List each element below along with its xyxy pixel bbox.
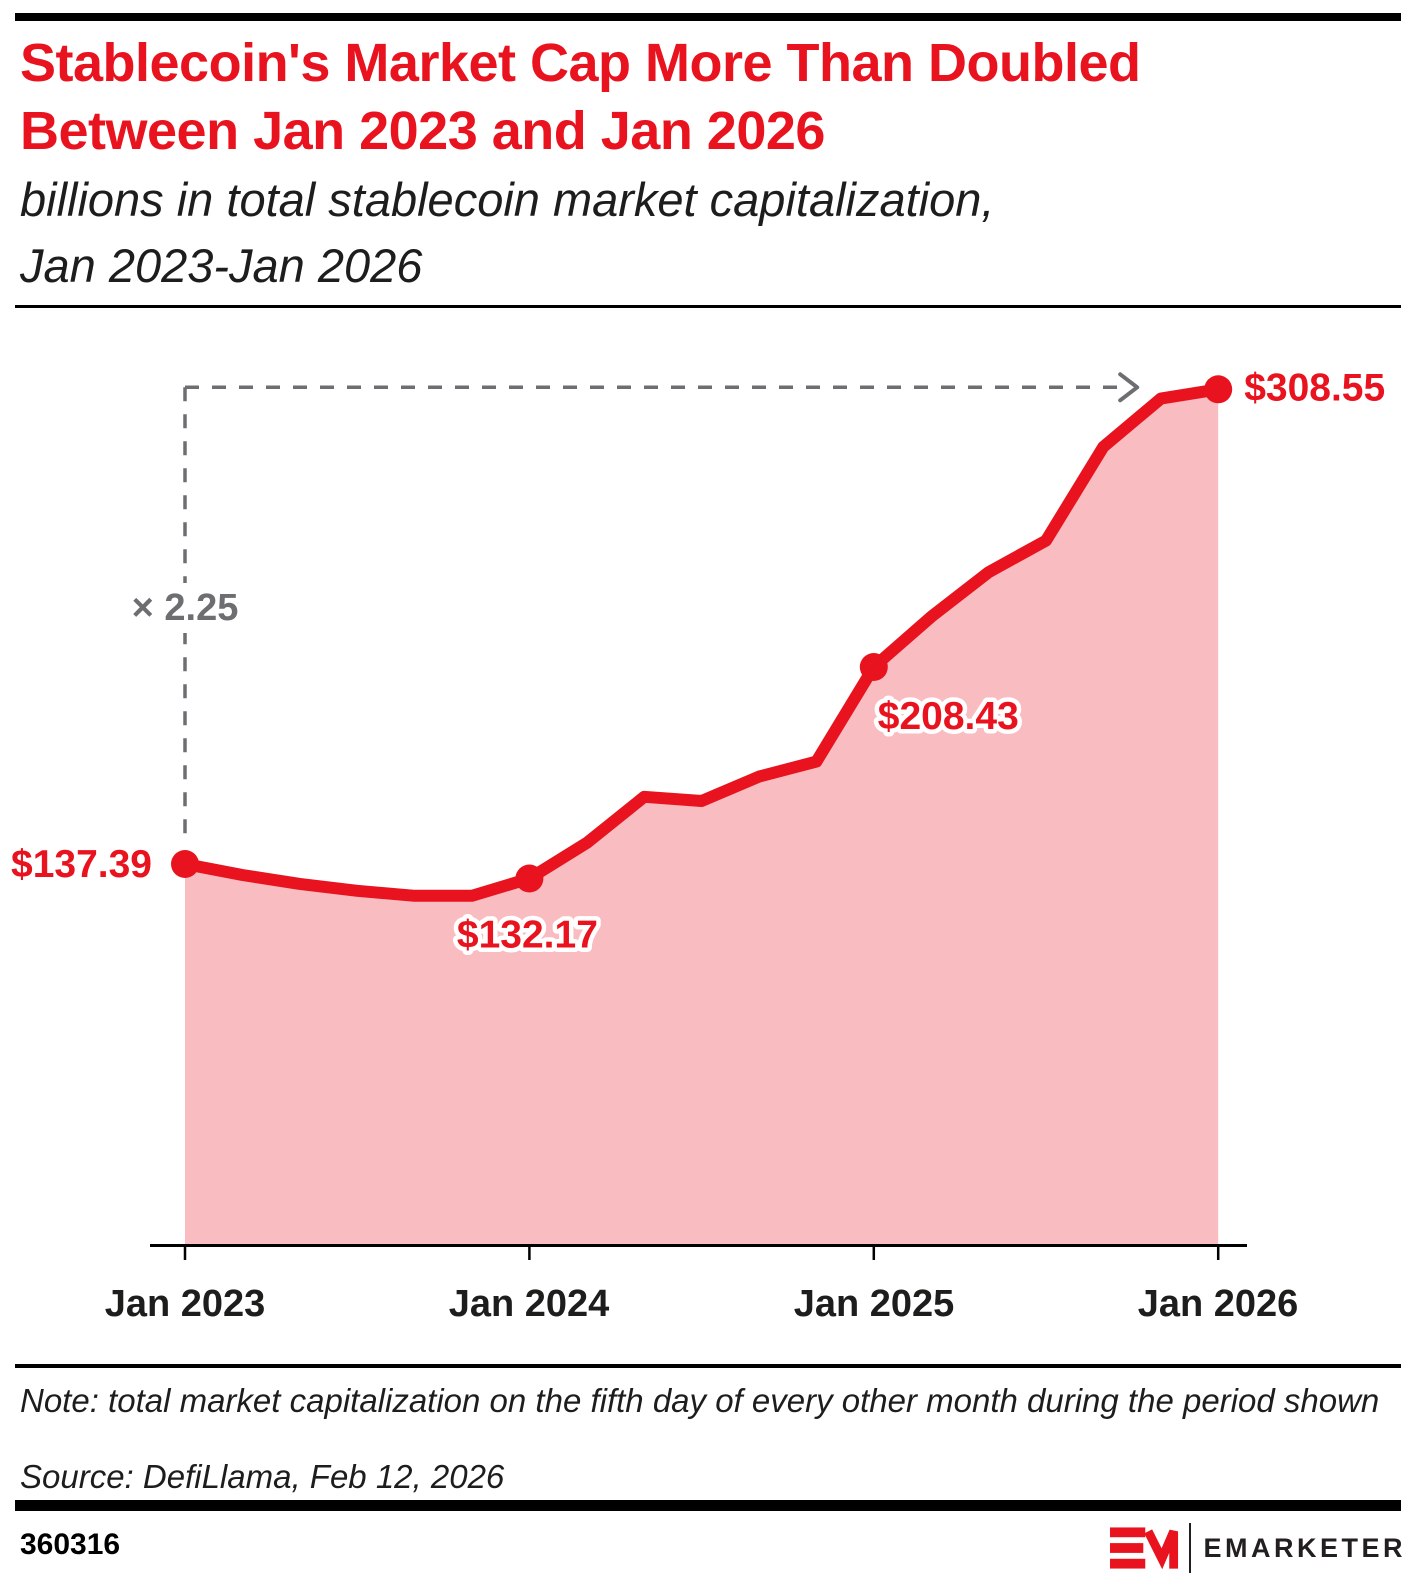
arrowhead-icon — [1118, 372, 1140, 403]
multiplier-annotation: × 2.25 — [123, 583, 247, 633]
x-axis-ticks — [183, 1246, 1220, 1260]
page-title-line1: Stablecoin's Market Cap More Than Double… — [20, 33, 1141, 93]
footer-divider — [15, 1500, 1401, 1511]
data-point-jan-2023 — [171, 850, 199, 878]
source-text: Source: DefiLlama, Feb 12, 2026 — [20, 1458, 505, 1495]
logo-divider — [1188, 1523, 1192, 1573]
x-tick-label-jan-2025: Jan 2025 — [793, 1283, 955, 1325]
value-label-jan-2025: $208.43 — [878, 695, 1019, 738]
em-logo-icon — [1110, 1527, 1179, 1570]
data-point-jan-2025 — [859, 653, 888, 681]
value-label-jan-2026: $308.55 — [1244, 366, 1385, 409]
trend-line — [179, 383, 1225, 902]
page-title-line2: Between Jan 2023 and Jan 2026 — [20, 101, 825, 161]
header-divider — [15, 305, 1401, 308]
area-fill — [185, 389, 1219, 1245]
data-point-jan-2026 — [1204, 375, 1233, 404]
chart-subtitle-line1: billions in total stablecoin market capi… — [20, 173, 995, 226]
data-point-jan-2024 — [515, 864, 544, 893]
x-tick-label-jan-2024: Jan 2024 — [448, 1283, 610, 1325]
value-label-jan-2024: $132.17 — [457, 914, 598, 957]
brand-wordmark: EMARKETER — [1203, 1532, 1406, 1563]
value-label-jan-2023: $137.39 — [11, 843, 152, 886]
x-tick-label-jan-2023: Jan 2023 — [104, 1283, 266, 1325]
chart-id: 360316 — [20, 1528, 121, 1561]
chart-subtitle-line2: Jan 2023-Jan 2026 — [20, 239, 423, 292]
note-divider — [15, 1364, 1401, 1368]
note-text: Note: total market capitalization on the… — [20, 1382, 1380, 1419]
emarketer-logo: EMARKETER — [1110, 1520, 1406, 1576]
x-tick-label-jan-2026: Jan 2026 — [1137, 1283, 1299, 1325]
top-black-bar — [15, 13, 1401, 21]
